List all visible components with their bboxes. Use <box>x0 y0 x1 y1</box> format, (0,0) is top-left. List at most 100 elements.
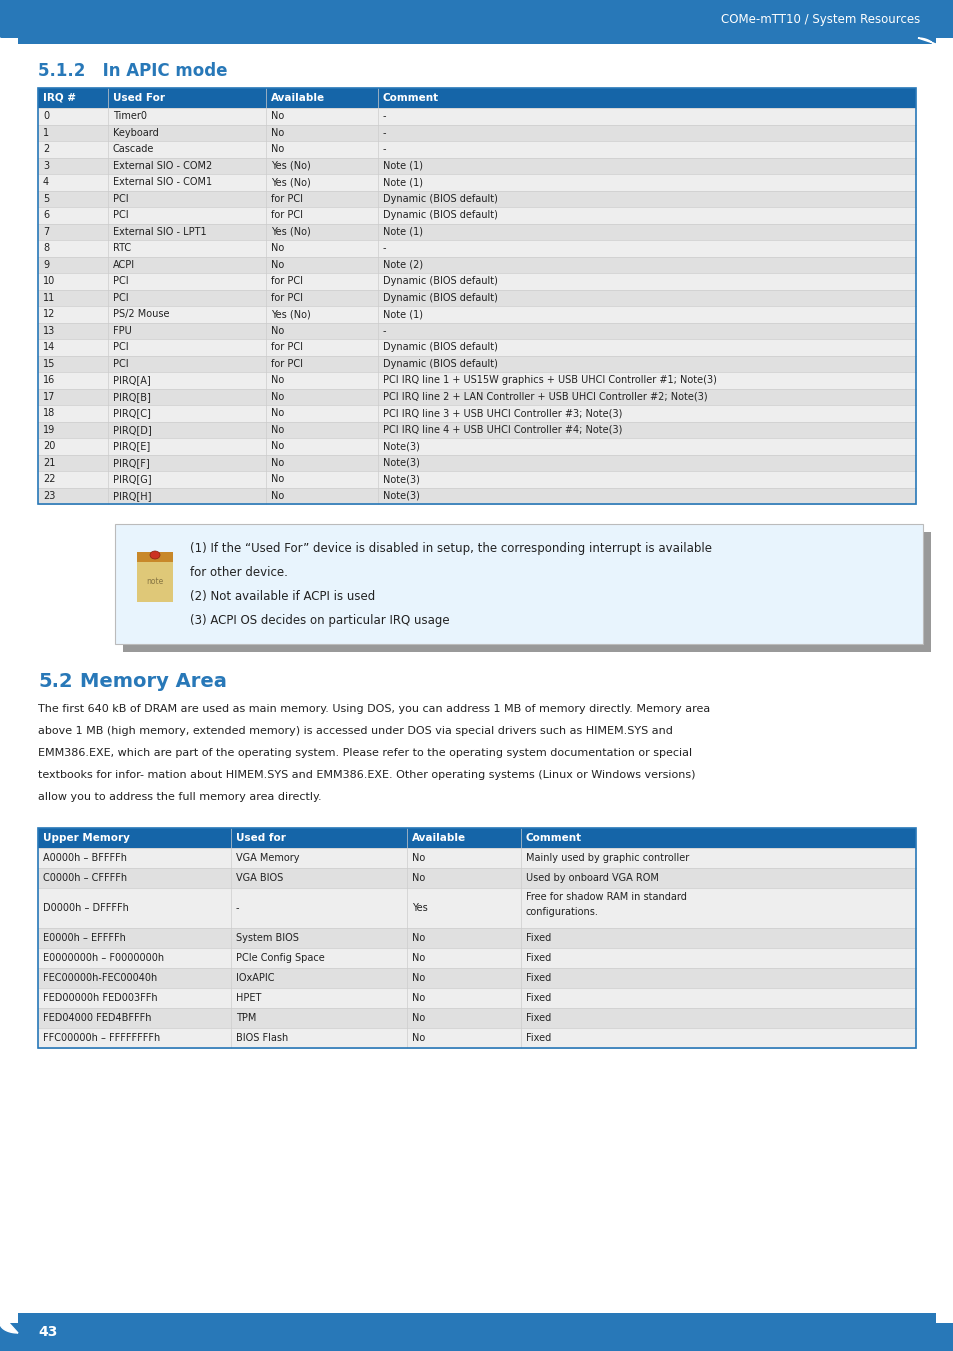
Text: No: No <box>271 408 284 419</box>
Bar <box>38 1008 915 1028</box>
Text: PIRQ[H]: PIRQ[H] <box>112 490 152 501</box>
Bar <box>38 405 915 422</box>
Bar <box>0 38 18 50</box>
Text: Dynamic (BIOS default): Dynamic (BIOS default) <box>382 342 497 353</box>
Text: 22: 22 <box>43 474 55 484</box>
Text: 20: 20 <box>43 442 55 451</box>
Text: allow you to address the full memory area directly.: allow you to address the full memory are… <box>38 792 321 802</box>
Text: Fixed: Fixed <box>525 1013 551 1023</box>
Text: above 1 MB (high memory, extended memory) is accessed under DOS via special driv: above 1 MB (high memory, extended memory… <box>38 725 672 736</box>
Text: No: No <box>271 392 284 401</box>
Text: PCI: PCI <box>112 193 129 204</box>
Bar <box>38 867 915 888</box>
Bar <box>38 158 915 174</box>
Text: 11: 11 <box>43 293 55 303</box>
Text: TPM: TPM <box>235 1013 256 1023</box>
Text: (3) ACPI OS decides on particular IRQ usage: (3) ACPI OS decides on particular IRQ us… <box>190 613 449 627</box>
Bar <box>115 524 923 644</box>
Text: Yes (No): Yes (No) <box>271 227 311 236</box>
Text: FPU: FPU <box>112 326 132 336</box>
Text: No: No <box>412 873 425 884</box>
Text: 15: 15 <box>43 359 55 369</box>
Text: No: No <box>271 111 284 122</box>
Bar <box>38 174 915 190</box>
Text: 9: 9 <box>43 259 49 270</box>
Text: -: - <box>382 128 386 138</box>
Text: 5.1.2   In APIC mode: 5.1.2 In APIC mode <box>38 62 227 80</box>
Text: COMe-mTT10 / System Resources: COMe-mTT10 / System Resources <box>720 14 919 27</box>
Text: No: No <box>271 243 284 253</box>
Text: Keyboard: Keyboard <box>112 128 158 138</box>
Bar <box>38 422 915 438</box>
Text: Dynamic (BIOS default): Dynamic (BIOS default) <box>382 193 497 204</box>
Text: HPET: HPET <box>235 993 261 1002</box>
Bar <box>407 828 520 848</box>
Text: Note (1): Note (1) <box>382 161 422 170</box>
Text: External SIO - COM2: External SIO - COM2 <box>112 161 212 170</box>
Text: 10: 10 <box>43 276 55 286</box>
Bar <box>38 438 915 454</box>
Text: Dynamic (BIOS default): Dynamic (BIOS default) <box>382 276 497 286</box>
Text: 14: 14 <box>43 342 55 353</box>
Text: No: No <box>271 490 284 501</box>
Text: 0: 0 <box>43 111 49 122</box>
Bar <box>123 532 930 653</box>
Text: -: - <box>382 145 386 154</box>
Text: No: No <box>271 458 284 467</box>
Text: Used for: Used for <box>235 834 286 843</box>
Text: FED00000h FED003FFh: FED00000h FED003FFh <box>43 993 157 1002</box>
Text: Fixed: Fixed <box>525 993 551 1002</box>
Text: 18: 18 <box>43 408 55 419</box>
Text: PCI IRQ line 4 + USB UHCI Controller #4; Note(3): PCI IRQ line 4 + USB UHCI Controller #4;… <box>382 424 621 435</box>
Bar <box>38 289 915 305</box>
Text: PIRQ[D]: PIRQ[D] <box>112 424 152 435</box>
Text: PIRQ[A]: PIRQ[A] <box>112 376 151 385</box>
Text: Yes (No): Yes (No) <box>271 177 311 188</box>
Bar <box>38 988 915 1008</box>
Polygon shape <box>0 1313 18 1333</box>
Text: VGA BIOS: VGA BIOS <box>235 873 283 884</box>
Bar <box>520 828 915 848</box>
Text: Mainly used by graphic controller: Mainly used by graphic controller <box>525 852 688 863</box>
Text: Note(3): Note(3) <box>382 442 419 451</box>
Text: 8: 8 <box>43 243 49 253</box>
Text: Fixed: Fixed <box>525 973 551 984</box>
Text: Comment: Comment <box>525 834 581 843</box>
Text: configurations.: configurations. <box>525 907 598 917</box>
Text: No: No <box>412 993 425 1002</box>
Text: for PCI: for PCI <box>271 359 303 369</box>
Text: Available: Available <box>412 834 466 843</box>
Text: 23: 23 <box>43 490 55 501</box>
Bar <box>38 207 915 223</box>
Text: No: No <box>271 424 284 435</box>
Text: Dynamic (BIOS default): Dynamic (BIOS default) <box>382 211 497 220</box>
Text: 4: 4 <box>43 177 49 188</box>
Text: textbooks for infor- mation about HIMEM.SYS and EMM386.EXE. Other operating syst: textbooks for infor- mation about HIMEM.… <box>38 770 695 780</box>
Text: note: note <box>146 577 164 586</box>
Bar <box>266 88 377 108</box>
Bar <box>38 928 915 948</box>
Text: FED04000 FED4BFFFh: FED04000 FED4BFFFh <box>43 1013 152 1023</box>
Text: No: No <box>271 474 284 484</box>
Text: ACPI: ACPI <box>112 259 135 270</box>
Text: Note(3): Note(3) <box>382 474 419 484</box>
Bar <box>0 1313 18 1323</box>
Text: for PCI: for PCI <box>271 211 303 220</box>
Text: for PCI: for PCI <box>271 276 303 286</box>
Text: -: - <box>382 243 386 253</box>
Text: Upper Memory: Upper Memory <box>43 834 130 843</box>
Text: 2: 2 <box>43 145 50 154</box>
Text: (2) Not available if ACPI is used: (2) Not available if ACPI is used <box>190 590 375 603</box>
Bar <box>935 1313 953 1323</box>
Text: PCI: PCI <box>112 211 129 220</box>
Ellipse shape <box>150 551 160 559</box>
Bar <box>0 1313 953 1351</box>
Text: E0000h – EFFFFh: E0000h – EFFFFh <box>43 934 126 943</box>
Bar <box>38 1028 915 1048</box>
Text: External SIO - LPT1: External SIO - LPT1 <box>112 227 207 236</box>
Text: No: No <box>412 934 425 943</box>
Text: Note (2): Note (2) <box>382 259 423 270</box>
Text: Fixed: Fixed <box>525 1034 551 1043</box>
Polygon shape <box>917 38 953 50</box>
Bar <box>38 305 915 323</box>
